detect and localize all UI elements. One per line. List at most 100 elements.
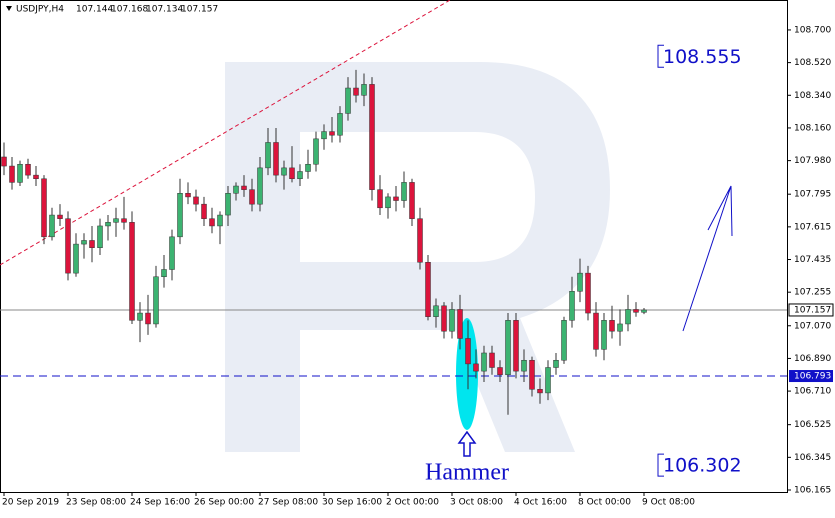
y-tick-label: 107.255 <box>794 288 831 298</box>
x-tick-label: 3 Oct 08:00 <box>450 498 503 508</box>
candle-body <box>417 218 423 263</box>
candle-body <box>161 269 167 278</box>
candle-body <box>73 243 79 274</box>
candle-body <box>129 222 135 321</box>
candle-body <box>33 174 39 180</box>
candle-body <box>393 196 399 201</box>
candle-body <box>569 291 575 321</box>
candle-body <box>25 163 31 176</box>
header-low: 107.134 <box>146 5 183 15</box>
candle-body <box>585 272 591 314</box>
candle-body <box>9 165 15 183</box>
x-tick-label: 23 Sep 08:00 <box>66 498 126 508</box>
candle-body <box>177 193 183 238</box>
candle-body <box>497 367 503 376</box>
candle-body <box>113 218 119 223</box>
candle-body <box>337 113 343 136</box>
candle-body <box>369 84 375 190</box>
y-tick-label: 107.070 <box>794 321 831 331</box>
target-bracket <box>657 44 664 68</box>
candle-body <box>201 203 207 219</box>
forecast-arrow <box>682 185 733 332</box>
candle-body <box>577 272 583 292</box>
y-tick-label: 106.710 <box>794 387 831 397</box>
candle-body <box>345 87 351 114</box>
x-tick-label: 20 Sep 2019 <box>2 498 59 508</box>
price-box <box>788 303 834 317</box>
candle-body <box>249 189 255 205</box>
candle-body <box>633 309 639 313</box>
y-tick-label: 107.795 <box>794 190 831 200</box>
candle-body <box>265 142 271 169</box>
candle-body <box>217 214 223 227</box>
candle-body <box>105 222 111 227</box>
candle-body <box>593 312 599 350</box>
candle-body <box>553 359 559 368</box>
candle-body <box>257 167 263 205</box>
candle-body <box>353 87 359 96</box>
candle-body <box>273 142 279 176</box>
trend-line <box>0 0 451 266</box>
header-close: 107.157 <box>181 5 218 15</box>
candle-body <box>281 167 287 176</box>
x-tick-label: 8 Oct 00:00 <box>578 498 631 508</box>
y-tick-label: 106.165 <box>794 486 831 496</box>
candle-body <box>121 218 127 223</box>
candle-body <box>561 320 567 361</box>
y-tick-label: 107.435 <box>794 255 831 265</box>
candle-body <box>449 309 455 332</box>
y-tick-label: 108.340 <box>794 91 831 101</box>
candle-body <box>65 218 71 274</box>
candle-body <box>361 84 367 96</box>
target-label: 106.302 <box>663 455 742 477</box>
candle-body <box>521 359 527 372</box>
candle-body <box>241 185 247 190</box>
hammer-arrow <box>457 430 477 457</box>
header-icon <box>6 6 12 11</box>
candle-body <box>233 185 239 194</box>
candle-body <box>617 323 623 332</box>
candle-body <box>225 193 231 216</box>
support-label: 106.793 <box>794 372 831 382</box>
target-bracket <box>657 453 664 477</box>
candle-body <box>489 352 495 368</box>
candle-body <box>17 163 23 183</box>
plot-frame <box>0 0 788 493</box>
header-open: 107.144 <box>76 5 113 15</box>
candle-body <box>537 389 543 394</box>
y-tick-label: 106.345 <box>794 453 831 463</box>
y-tick-label: 107.615 <box>794 222 831 232</box>
candle-body <box>457 309 463 339</box>
candle-body <box>145 312 151 325</box>
candle-body <box>193 196 199 205</box>
y-tick-label: 106.890 <box>794 354 831 364</box>
candle-body <box>609 320 615 332</box>
candle-body <box>401 182 407 201</box>
candle-body <box>465 338 471 365</box>
candle-body <box>97 225 103 248</box>
candle-body <box>289 167 295 180</box>
candle-body <box>409 182 415 219</box>
candle-body <box>529 359 535 390</box>
candle-body <box>313 138 319 165</box>
x-tick-label: 2 Oct 00:00 <box>386 498 439 508</box>
candle-body <box>441 305 447 332</box>
candle-body <box>57 214 63 219</box>
candle-body <box>433 305 439 317</box>
candle-body <box>545 367 551 394</box>
candle-body <box>153 276 159 325</box>
candle-body <box>513 320 519 372</box>
candle-body <box>385 196 391 209</box>
candle-body <box>49 214 55 238</box>
candle-body <box>641 309 647 313</box>
support-box <box>789 370 833 383</box>
y-tick-label: 107.980 <box>794 156 831 166</box>
y-tick-label: 108.700 <box>794 25 831 35</box>
y-tick-label: 108.160 <box>794 123 831 133</box>
candle-body <box>41 178 47 238</box>
header-high: 107.168 <box>111 5 148 15</box>
candle-body <box>377 189 383 209</box>
candle-body <box>209 218 215 227</box>
candle-body <box>625 309 631 325</box>
